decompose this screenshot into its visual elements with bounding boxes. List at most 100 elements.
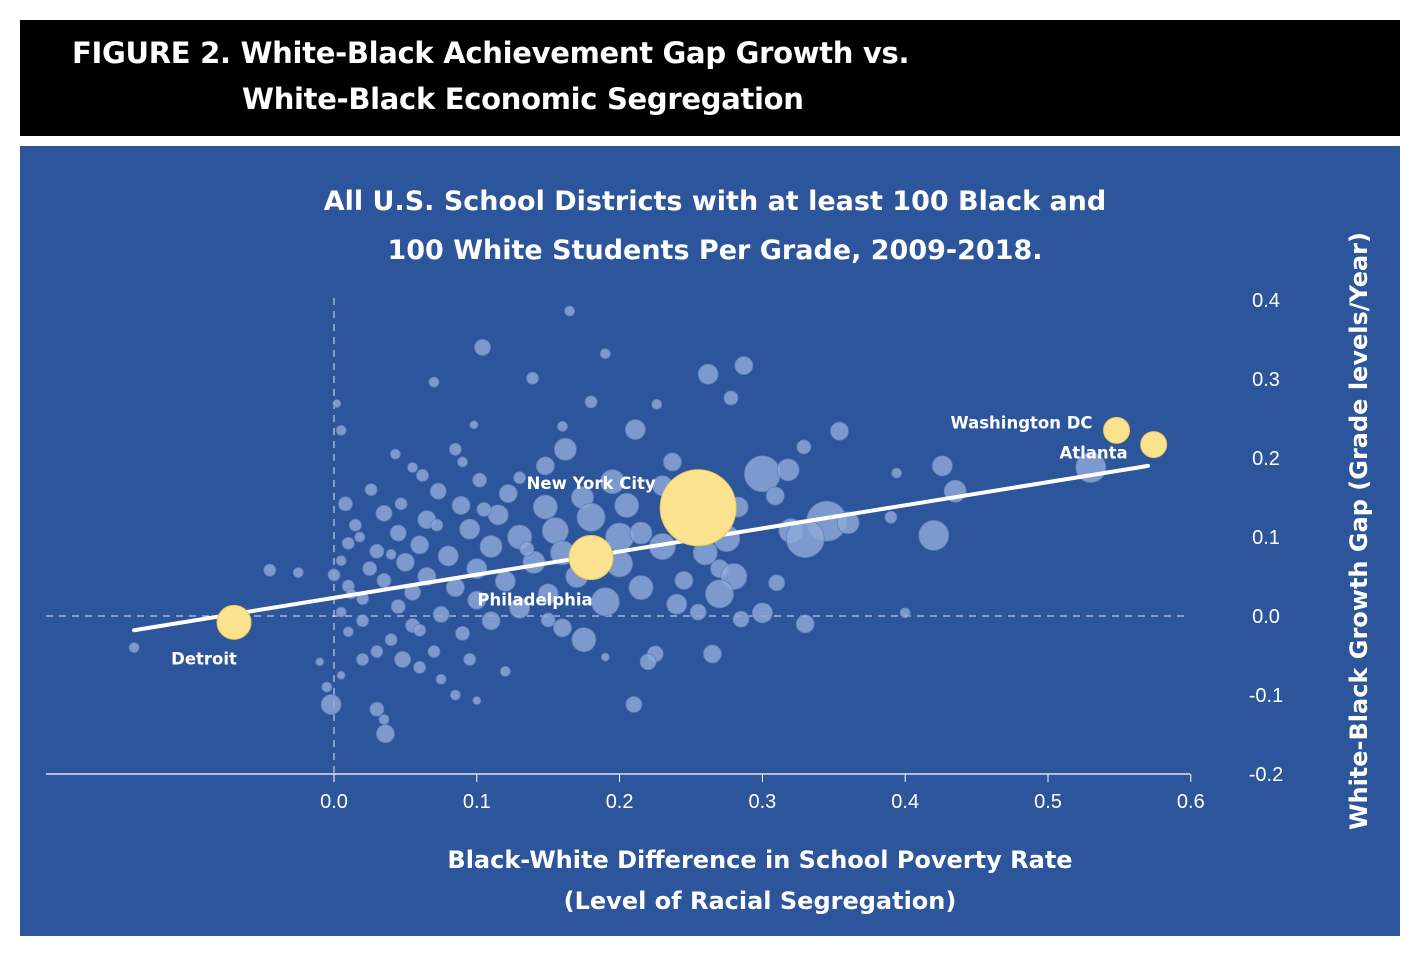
y-tick-label: 0.3 — [1252, 369, 1280, 391]
highlight-bubble — [659, 469, 737, 547]
scatter-chart: All U.S. School Districts with at least … — [46, 186, 1373, 915]
district-bubble — [445, 578, 465, 597]
district-bubble — [451, 495, 471, 515]
district-bubble — [390, 599, 406, 614]
district-bubble — [600, 469, 625, 495]
district-bubble — [614, 492, 640, 518]
district-bubble — [378, 714, 390, 725]
district-bubble — [553, 618, 572, 638]
axes: 0.0 0.1 0.2 0.3 0.4 0.5 0.6 0.4 0.3 0.2 0.1 0.0 -0.1… — [46, 290, 1283, 813]
highlight-bubble — [216, 604, 252, 640]
district-bubble — [891, 467, 903, 479]
chart-panel: All U.S. School Districts with at least … — [20, 146, 1400, 936]
district-bubble — [494, 570, 516, 592]
district-bubble — [651, 398, 663, 410]
district-bubble — [320, 694, 342, 715]
district-bubble — [332, 399, 342, 408]
district-bubble — [376, 724, 395, 744]
district-bubble — [918, 520, 950, 551]
district-bubble — [435, 673, 447, 685]
district-bubble — [765, 486, 785, 506]
district-bubble — [705, 579, 734, 609]
district-bubble — [384, 633, 398, 647]
district-bubble — [407, 462, 418, 473]
district-bubble — [479, 535, 503, 558]
district-bubble — [697, 363, 719, 385]
district-bubble — [413, 623, 427, 637]
district-bubble — [390, 448, 401, 460]
district-bubble — [600, 652, 610, 662]
highlight-bubble — [1103, 416, 1131, 444]
district-bubble — [599, 348, 611, 360]
district-bubble — [487, 504, 509, 526]
district-bubble — [356, 614, 369, 628]
district-bubble — [472, 696, 482, 705]
district-bubble — [349, 518, 362, 532]
district-bubble — [448, 442, 462, 456]
city-label: Washington DC — [950, 413, 1092, 432]
district-bubble — [335, 424, 347, 436]
district-bubble — [432, 606, 450, 623]
district-bubble — [723, 390, 739, 406]
district-bubble — [557, 420, 568, 432]
district-bubble — [553, 437, 577, 461]
district-bubble — [430, 518, 444, 532]
district-bubble — [341, 536, 355, 550]
highlight-bubble — [568, 535, 614, 581]
district-bubble — [315, 657, 325, 667]
district-bubble — [413, 660, 427, 674]
city-label: Philadelphia — [477, 591, 592, 610]
district-bubble — [734, 356, 754, 375]
district-bubble — [463, 653, 477, 666]
district-bubble — [472, 472, 488, 488]
district-bubble — [624, 419, 646, 440]
district-bubble — [292, 567, 304, 578]
district-bubble — [752, 602, 773, 624]
figure-label-line-1: FIGURE 2. White-Black Achievement Gap Gr… — [72, 36, 910, 70]
district-bubble — [455, 625, 470, 641]
district-bubble — [356, 653, 369, 666]
district-bubble — [376, 573, 392, 588]
district-bubble — [732, 610, 750, 628]
district-bubble — [469, 420, 479, 430]
district-bubble — [263, 563, 277, 577]
district-bubble — [369, 543, 385, 559]
city-label: Atlanta — [1059, 444, 1127, 463]
trend-line — [132, 463, 1150, 633]
district-bubble — [663, 452, 682, 472]
district-bubble — [342, 626, 354, 638]
district-bubble — [795, 614, 815, 634]
district-bubble — [519, 541, 535, 557]
x-tick-label: 0.0 — [320, 791, 348, 813]
district-bubble — [768, 574, 786, 592]
x-axis-title-line-1: Black-White Difference in School Poverty… — [447, 846, 1072, 874]
district-bubble — [499, 665, 511, 677]
district-bubble — [369, 701, 385, 717]
district-bubbles — [128, 305, 1107, 744]
district-bubble — [541, 517, 569, 545]
district-bubble — [459, 518, 481, 540]
district-bubble — [410, 535, 430, 555]
district-bubble — [429, 482, 447, 500]
district-bubble — [509, 597, 531, 619]
district-bubble — [590, 587, 620, 617]
district-bubble — [364, 483, 378, 497]
district-bubble — [628, 575, 654, 600]
district-bubble — [457, 456, 468, 468]
x-axis-title-line-2: (Level of Racial Segregation) — [564, 887, 957, 915]
district-bubble — [394, 497, 408, 511]
district-bubble — [532, 494, 558, 520]
district-bubble — [629, 521, 653, 545]
y-tick-label: 0.2 — [1252, 448, 1280, 470]
y-tick-label: 0.1 — [1252, 527, 1280, 549]
district-bubble — [394, 651, 411, 668]
figure-header: FIGURE 2. White-Black Achievement Gap Gr… — [20, 20, 1400, 136]
district-bubble — [513, 471, 527, 485]
district-bubble — [375, 504, 393, 522]
district-bubble — [571, 627, 597, 653]
district-bubble — [666, 593, 688, 615]
district-bubble — [385, 548, 397, 560]
district-bubble — [437, 545, 459, 567]
y-tick-label: -0.2 — [1249, 764, 1283, 786]
district-bubble — [327, 568, 341, 582]
